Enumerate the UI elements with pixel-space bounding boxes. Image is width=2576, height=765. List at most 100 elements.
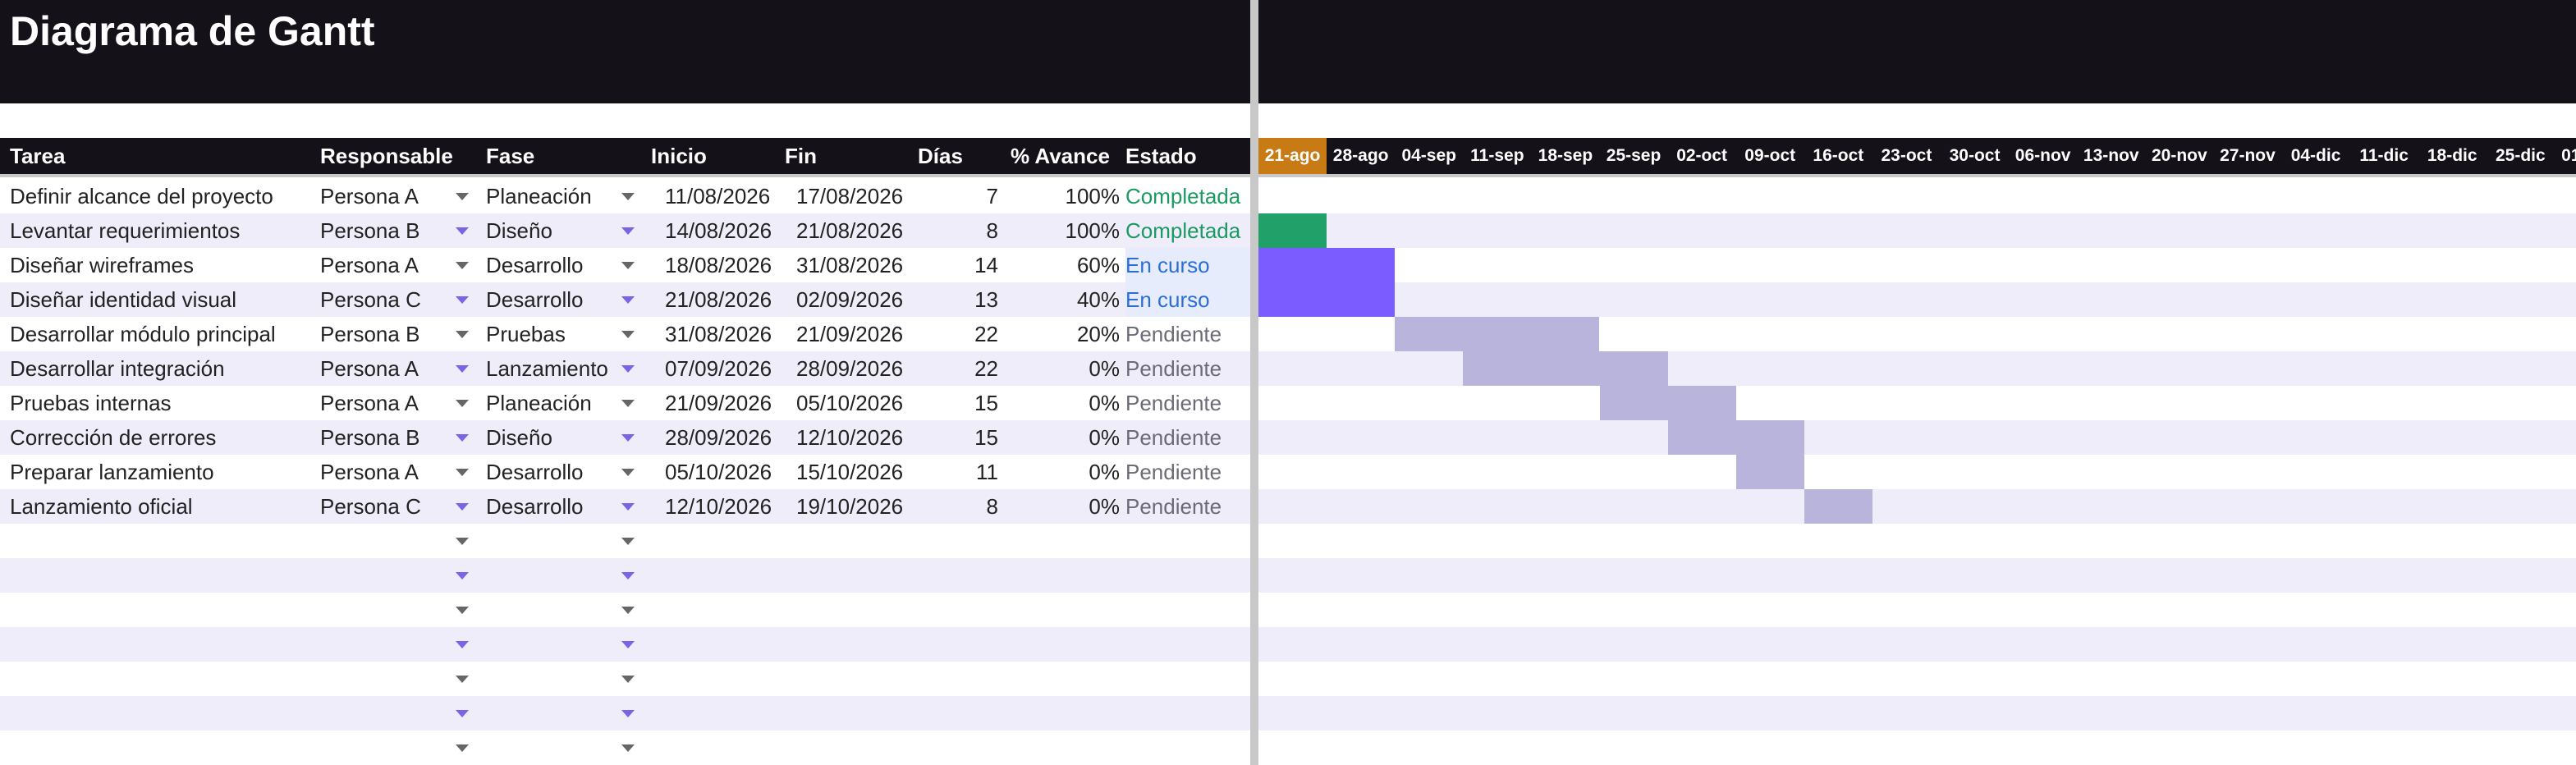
avance-cell[interactable]: 60% [1076,253,1120,277]
fase-cell[interactable]: Diseño [486,218,552,243]
header-estado[interactable]: Estado [1125,144,1197,168]
fase-dropdown-icon[interactable] [621,400,635,407]
fin-cell[interactable]: 17/08/2026 [796,184,904,208]
inicio-cell[interactable]: 28/09/2026 [665,425,772,450]
responsable-cell[interactable]: Persona A [320,253,419,277]
fin-cell[interactable]: 21/09/2026 [796,322,904,346]
dias-cell[interactable]: 15 [974,391,998,415]
responsable-cell[interactable]: Persona C [320,287,421,312]
dias-cell[interactable]: 22 [974,356,998,381]
estado-cell[interactable]: Pendiente [1125,425,1222,450]
fase-cell[interactable]: Desarrollo [486,287,584,312]
responsable-dropdown-icon[interactable] [456,365,469,373]
responsable-cell[interactable]: Persona A [320,460,419,484]
inicio-cell[interactable]: 31/08/2026 [665,322,772,346]
fin-cell[interactable]: 28/09/2026 [796,356,904,381]
fin-cell[interactable]: 05/10/2026 [796,391,904,415]
responsable-dropdown-icon[interactable] [456,469,469,476]
inicio-cell[interactable]: 21/08/2026 [665,287,772,312]
fin-cell[interactable]: 12/10/2026 [796,425,904,450]
inicio-cell[interactable]: 05/10/2026 [665,460,772,484]
estado-cell[interactable]: Pendiente [1125,494,1222,519]
dias-cell[interactable]: 11 [976,460,998,484]
header-fin[interactable]: Fin [785,144,817,168]
fase-dropdown-icon[interactable] [621,434,635,442]
header-avance[interactable]: % Avance [1011,144,1110,168]
dias-cell[interactable]: 8 [986,494,998,519]
inicio-cell[interactable]: 18/08/2026 [665,253,772,277]
fase-dropdown-icon[interactable] [621,365,635,373]
header-tarea[interactable]: Tarea [10,144,66,168]
avance-cell[interactable]: 0% [1089,425,1120,450]
fase-cell[interactable]: Planeación [486,184,592,208]
responsable-cell[interactable]: Persona A [320,184,419,208]
responsable-dropdown-icon[interactable] [456,607,469,614]
responsable-cell[interactable]: Persona B [320,218,420,243]
fin-cell[interactable]: 21/08/2026 [796,218,904,243]
fase-cell[interactable]: Desarrollo [486,460,584,484]
responsable-cell[interactable]: Persona B [320,322,420,346]
fase-dropdown-icon[interactable] [621,193,635,200]
fase-dropdown-icon[interactable] [621,503,635,511]
estado-cell[interactable]: En curso [1125,248,1250,282]
fase-dropdown-icon[interactable] [621,262,635,269]
fase-cell[interactable]: Planeación [486,391,592,415]
estado-cell[interactable]: Pendiente [1125,391,1222,415]
fase-cell[interactable]: Desarrollo [486,494,584,519]
responsable-dropdown-icon[interactable] [456,296,469,304]
responsable-dropdown-icon[interactable] [456,434,469,442]
estado-cell[interactable]: Completada [1125,184,1241,208]
fase-dropdown-icon[interactable] [621,676,635,683]
task-name-cell[interactable]: Pruebas internas [10,391,172,415]
fase-dropdown-icon[interactable] [621,296,635,304]
avance-cell[interactable]: 0% [1089,391,1120,415]
fase-dropdown-icon[interactable] [621,744,635,752]
fase-dropdown-icon[interactable] [621,607,635,614]
avance-cell[interactable]: 100% [1065,184,1121,208]
responsable-dropdown-icon[interactable] [456,193,469,200]
responsable-cell[interactable]: Persona C [320,494,421,519]
task-name-cell[interactable]: Preparar lanzamiento [10,460,214,484]
fase-dropdown-icon[interactable] [621,469,635,476]
avance-cell[interactable]: 0% [1089,494,1120,519]
fase-cell[interactable]: Diseño [486,425,552,450]
freeze-divider[interactable] [1250,0,1258,765]
task-name-cell[interactable]: Desarrollar módulo principal [10,322,276,346]
inicio-cell[interactable]: 21/09/2026 [665,391,772,415]
responsable-dropdown-icon[interactable] [456,572,469,579]
dias-cell[interactable]: 13 [974,287,998,312]
fin-cell[interactable]: 02/09/2026 [796,287,904,312]
inicio-cell[interactable]: 12/10/2026 [665,494,772,519]
avance-cell[interactable]: 40% [1076,287,1120,312]
estado-cell[interactable]: Pendiente [1125,322,1222,346]
task-name-cell[interactable]: Levantar requerimientos [10,218,241,243]
fase-dropdown-icon[interactable] [621,331,635,338]
avance-cell[interactable]: 20% [1076,322,1120,346]
fase-dropdown-icon[interactable] [621,227,635,235]
avance-cell[interactable]: 0% [1089,460,1120,484]
task-name-cell[interactable]: Diseñar identidad visual [10,287,237,312]
fin-cell[interactable]: 19/10/2026 [796,494,904,519]
task-name-cell[interactable]: Lanzamiento oficial [10,494,193,519]
task-name-cell[interactable]: Diseñar wireframes [10,253,194,277]
responsable-dropdown-icon[interactable] [456,676,469,683]
task-name-cell[interactable]: Desarrollar integración [10,356,225,381]
dias-cell[interactable]: 14 [974,253,998,277]
dias-cell[interactable]: 8 [986,218,998,243]
avance-cell[interactable]: 0% [1089,356,1120,381]
header-responsable[interactable]: Responsable [320,144,453,168]
responsable-dropdown-icon[interactable] [456,744,469,752]
inicio-cell[interactable]: 14/08/2026 [665,218,772,243]
fase-cell[interactable]: Desarrollo [486,253,584,277]
dias-cell[interactable]: 15 [974,425,998,450]
header-fase[interactable]: Fase [486,144,535,168]
fase-dropdown-icon[interactable] [621,538,635,545]
responsable-dropdown-icon[interactable] [456,400,469,407]
responsable-dropdown-icon[interactable] [456,641,469,648]
responsable-cell[interactable]: Persona A [320,356,419,381]
fase-cell[interactable]: Pruebas [486,322,566,346]
fin-cell[interactable]: 15/10/2026 [796,460,904,484]
task-name-cell[interactable]: Corrección de errores [10,425,217,450]
avance-cell[interactable]: 100% [1065,218,1121,243]
dias-cell[interactable]: 7 [986,184,998,208]
